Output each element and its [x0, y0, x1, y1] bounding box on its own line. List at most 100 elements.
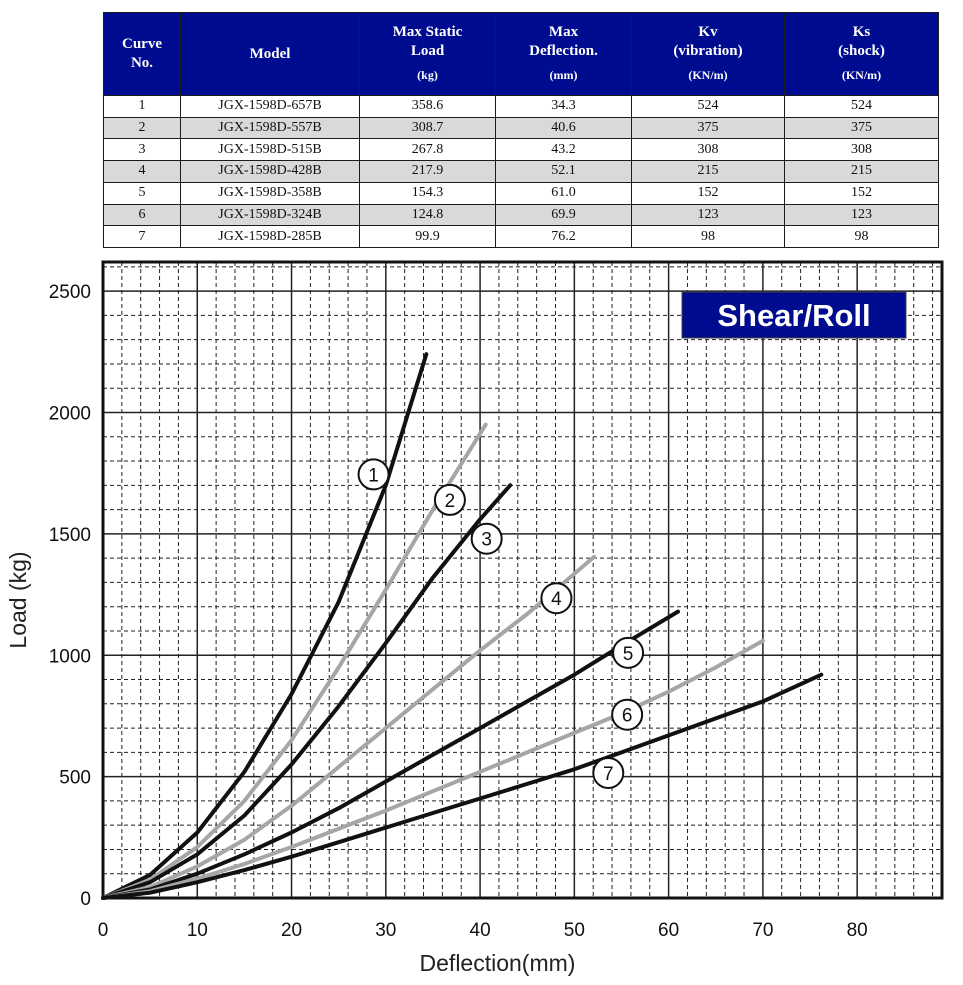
x-tick-label: 20	[281, 920, 302, 941]
chart-grid	[103, 262, 942, 898]
table-cell: 308	[784, 138, 939, 162]
badge: Shear/Roll	[681, 291, 907, 339]
curve-2	[101, 422, 488, 900]
table-cell: 375	[784, 116, 939, 140]
table-cell: 154.3	[359, 181, 496, 205]
table-cell: 217.9	[359, 160, 496, 183]
curve-label-circle	[612, 636, 645, 669]
plot-frame	[101, 260, 944, 900]
load-deflection-chart: 0 10 20 30 40 50 60 70 80 0 500 1000 1500 2000 2500 1 2…	[5, 260, 944, 976]
table-cell: 358.6	[359, 95, 496, 118]
table-header-cell: Kv (vibration) (KN/m)	[631, 12, 785, 96]
x-tick-label: 10	[187, 920, 208, 941]
header-text: Max Static	[392, 24, 463, 40]
header-text: Kv	[698, 24, 718, 40]
badge-text: Shear/Roll	[717, 298, 870, 333]
table-cell: 69.9	[495, 203, 632, 227]
x-tick-label: 70	[752, 920, 773, 941]
table-header-cell: Ks (shock) (KN/m)	[784, 12, 939, 96]
curve-label-circle	[540, 582, 573, 615]
table-row: 1 JGX-1598D-657B 358.6 34.3 524 524	[103, 95, 939, 118]
header-text: Load	[410, 43, 445, 59]
table-cell: JGX-1598D-324B	[180, 203, 360, 227]
y-tick-label: 2500	[49, 282, 91, 303]
table-row: 2 JGX-1598D-557B 308.7 40.6 375 375	[103, 116, 939, 140]
curve-label-circle	[433, 483, 466, 516]
table-cell: 123	[784, 203, 939, 227]
table-cell: 5	[103, 181, 181, 205]
header-text: (shock)	[838, 43, 885, 59]
table-cell: JGX-1598D-515B	[180, 138, 360, 162]
curve-3	[101, 483, 513, 900]
header-text: No.	[130, 55, 154, 71]
header-text: Curve	[122, 36, 162, 52]
y-tick-label: 1000	[49, 646, 91, 667]
table-cell: 40.6	[495, 116, 632, 140]
table-cell: 99.9	[359, 225, 496, 248]
header-text: Ks	[852, 24, 871, 40]
table-cell: 34.3	[495, 95, 632, 118]
table-cell: 215	[784, 160, 939, 183]
curve-label-4: 4	[551, 589, 562, 610]
table-row: 7 JGX-1598D-285B 99.9 76.2 98 98	[103, 225, 939, 248]
curve-4	[101, 554, 597, 900]
curve-label-7: 7	[603, 764, 614, 785]
table-cell: 6	[103, 203, 181, 227]
table-cell: 43.2	[495, 138, 632, 162]
table-header-cell: Model	[180, 12, 360, 96]
table-cell: 308	[631, 138, 785, 162]
header-text: (vibration)	[673, 43, 743, 59]
badge-background	[681, 291, 907, 339]
table-body: 1 JGX-1598D-657B 358.6 34.3 524 524 2 JGX-1598D…	[103, 95, 939, 248]
table-cell: 2	[103, 116, 181, 140]
y-tick-label: 500	[59, 768, 91, 789]
spec-table: Curve No. Model Max Static Load (kg) Max Deflec…	[103, 12, 939, 248]
table-cell: 215	[631, 160, 785, 183]
curve-label-5: 5	[623, 644, 634, 665]
curves	[101, 352, 824, 900]
curve-1	[101, 352, 429, 900]
table-cell: 123	[631, 203, 785, 227]
table-cell: 267.8	[359, 138, 496, 162]
curve-label-circle	[611, 698, 644, 731]
table-cell: 52.1	[495, 160, 632, 183]
curve-label-1: 1	[368, 465, 379, 486]
header-text: Model	[249, 45, 291, 62]
x-tick-label: 80	[847, 920, 868, 941]
x-axis-label: Deflection(mm)	[420, 950, 576, 976]
curve-6	[101, 638, 765, 900]
curve-label-circle	[592, 756, 625, 789]
table-cell: 4	[103, 160, 181, 183]
table-row: 4 JGX-1598D-428B 217.9 52.1 215 215	[103, 160, 939, 183]
x-tick-label: 50	[564, 920, 585, 941]
table-cell: 1	[103, 95, 181, 118]
table-cell: 98	[784, 225, 939, 248]
header-text: Deflection.	[529, 43, 598, 59]
header-unit: (mm)	[549, 68, 578, 82]
table-cell: JGX-1598D-428B	[180, 160, 360, 183]
y-tick-label: 1500	[49, 525, 91, 546]
table-cell: 308.7	[359, 116, 496, 140]
table-header-row: Curve No. Model Max Static Load (kg) Max Deflec…	[103, 12, 939, 96]
curve-labels: 1 2 3 4 5 6 7	[357, 458, 645, 789]
table-header-cell: Curve No.	[103, 12, 181, 96]
header-unit: (kg)	[417, 68, 438, 82]
table-cell: 7	[103, 225, 181, 248]
curve-label-2: 2	[445, 491, 456, 512]
table-cell: 524	[631, 95, 785, 118]
header-unit: (KN/m)	[688, 68, 728, 82]
table-cell: 152	[784, 181, 939, 205]
curve-5	[101, 609, 680, 900]
curve-label-3: 3	[481, 530, 492, 551]
curve-label-6: 6	[622, 706, 633, 727]
header-text: Max	[548, 24, 579, 40]
table-row: 3 JGX-1598D-515B 267.8 43.2 308 308	[103, 138, 939, 162]
table-cell: 375	[631, 116, 785, 140]
x-tick-label: 60	[658, 920, 679, 941]
table-cell: 98	[631, 225, 785, 248]
y-tick-label: 0	[80, 889, 91, 910]
table-cell: 152	[631, 181, 785, 205]
curve-label-circle	[470, 522, 503, 555]
x-tick-label: 40	[470, 920, 491, 941]
curve-label-circle	[357, 458, 390, 491]
